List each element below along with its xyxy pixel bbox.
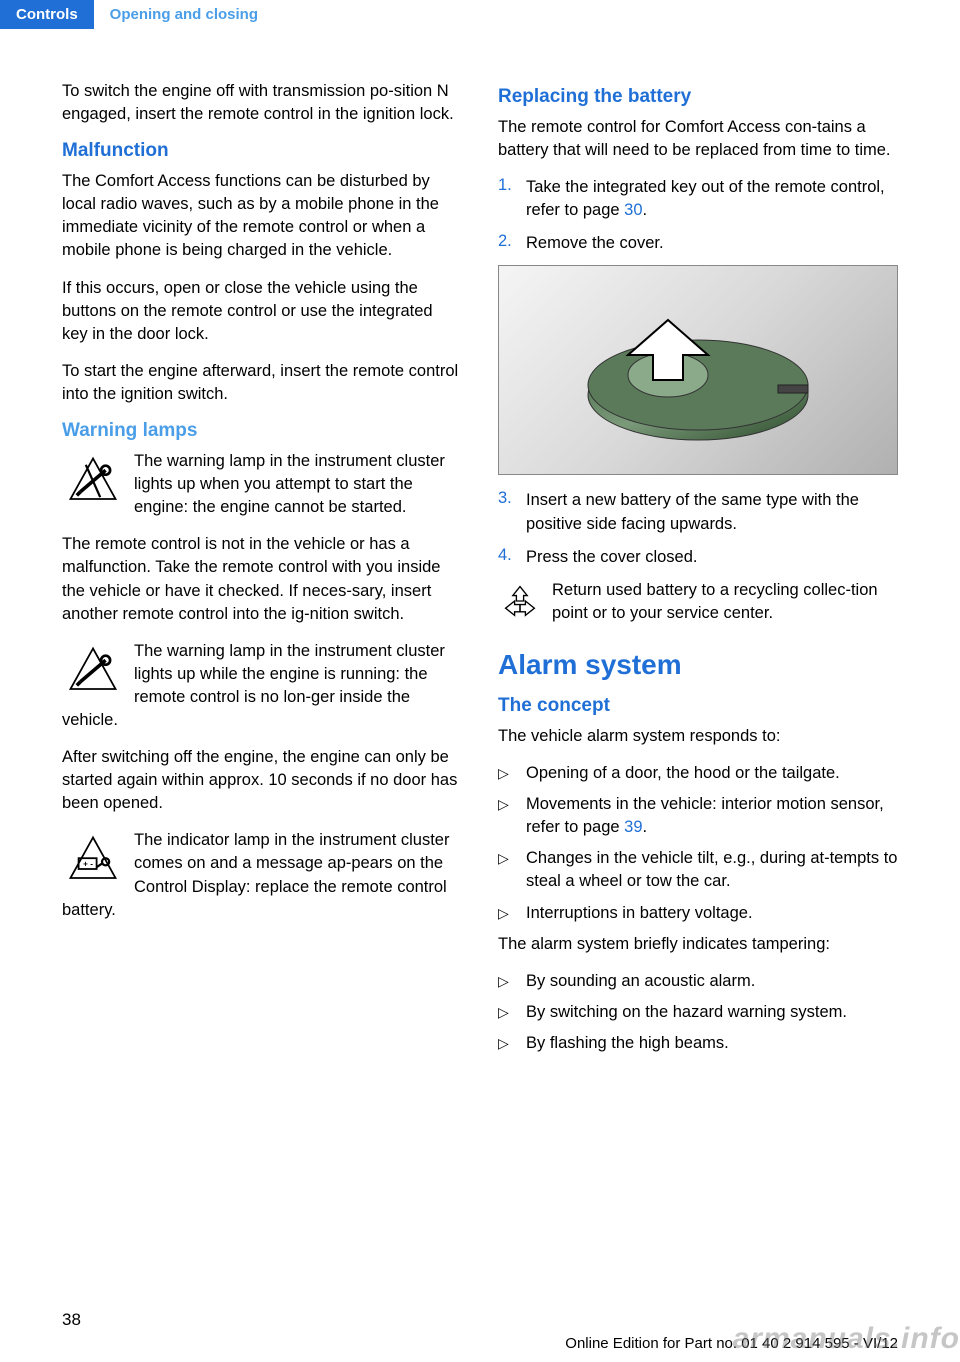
step-1-num: 1. — [498, 176, 526, 222]
malfunction-p1: The Comfort Access functions can be dist… — [62, 170, 462, 262]
svg-text:+: + — [83, 860, 88, 869]
remote-battery-figure — [498, 265, 898, 475]
tamper-item-1: ▷ By sounding an acoustic alarm. — [498, 970, 898, 993]
page-ref-30[interactable]: 30 — [624, 201, 642, 219]
step-4-num: 4. — [498, 546, 526, 569]
step-4: 4. Press the cover closed. — [498, 546, 898, 569]
bullet-marker: ▷ — [498, 762, 526, 785]
tab-controls: Controls — [0, 0, 94, 29]
respond-item-2: ▷ Movements in the vehicle: interior mot… — [498, 793, 898, 839]
heading-replacing-battery: Replacing the battery — [498, 86, 898, 108]
step-2-num: 2. — [498, 232, 526, 255]
respond-text-1: Opening of a door, the hood or the tailg… — [526, 762, 840, 785]
svg-text:-: - — [90, 860, 93, 869]
battery-key-icon: + - — [62, 829, 124, 891]
bullet-marker: ▷ — [498, 1001, 526, 1024]
step-3: 3. Insert a new battery of the same type… — [498, 489, 898, 535]
page-ref-39[interactable]: 39 — [624, 818, 642, 836]
tamper-text-1: By sounding an acoustic alarm. — [526, 970, 755, 993]
warning-p4: After switching off the engine, the engi… — [62, 746, 462, 815]
warning-block-3: + - The indicator lamp in the instrument… — [62, 829, 462, 921]
malfunction-p2: If this occurs, open or close the vehicl… — [62, 277, 462, 346]
header-tabs: Controls Opening and closing — [0, 0, 960, 40]
recycle-text: Return used battery to a recycling colle… — [552, 581, 878, 622]
step-3-text: Insert a new battery of the same type wi… — [526, 489, 898, 535]
respond-text-3: Changes in the vehicle tilt, e.g., durin… — [526, 847, 898, 893]
recycle-icon — [498, 579, 542, 623]
tamper-item-3: ▷ By flashing the high beams. — [498, 1032, 898, 1055]
page-content: To switch the engine off with transmissi… — [62, 80, 898, 1292]
step-1: 1. Take the integrated key out of the re… — [498, 176, 898, 222]
tamper-text-2: By switching on the hazard warning syste… — [526, 1001, 847, 1024]
bullet-marker: ▷ — [498, 902, 526, 925]
key-warning-icon — [62, 450, 124, 512]
watermark-text: armanuals.info — [733, 1322, 960, 1356]
tamper-p: The alarm system briefly indicates tampe… — [498, 933, 898, 956]
intro-text: To switch the engine off with transmissi… — [62, 80, 462, 126]
page-number: 38 — [62, 1310, 81, 1330]
heading-concept: The concept — [498, 695, 898, 717]
bullet-marker: ▷ — [498, 970, 526, 993]
step-4-text: Press the cover closed. — [526, 546, 698, 569]
warning-p1: The warning lamp in the instrument clust… — [134, 452, 445, 516]
step-1-text: Take the integrated key out of the remot… — [526, 176, 898, 222]
key-running-icon — [62, 640, 124, 702]
heading-alarm-system: Alarm system — [498, 649, 898, 681]
step-3-num: 3. — [498, 489, 526, 535]
warning-block-2: The warning lamp in the instrument clust… — [62, 640, 462, 732]
warning-block-1: The warning lamp in the instrument clust… — [62, 450, 462, 519]
concept-p: The vehicle alarm system responds to: — [498, 725, 898, 748]
tamper-text-3: By flashing the high beams. — [526, 1032, 729, 1055]
heading-malfunction: Malfunction — [62, 140, 462, 162]
tamper-item-2: ▷ By switching on the hazard warning sys… — [498, 1001, 898, 1024]
respond-item-4: ▷ Interruptions in battery voltage. — [498, 902, 898, 925]
heading-warning-lamps: Warning lamps — [62, 420, 462, 442]
step-2: 2. Remove the cover. — [498, 232, 898, 255]
step-2-text: Remove the cover. — [526, 232, 664, 255]
respond-text-4: Interruptions in battery voltage. — [526, 902, 753, 925]
bullet-marker: ▷ — [498, 1032, 526, 1055]
malfunction-p3: To start the engine afterward, insert th… — [62, 360, 462, 406]
respond-item-3: ▷ Changes in the vehicle tilt, e.g., dur… — [498, 847, 898, 893]
respond-item-1: ▷ Opening of a door, the hood or the tai… — [498, 762, 898, 785]
tab-opening-closing: Opening and closing — [94, 0, 274, 29]
respond-text-2: Movements in the vehicle: interior motio… — [526, 793, 898, 839]
recycle-block: Return used battery to a recycling colle… — [498, 579, 898, 625]
bullet-marker: ▷ — [498, 793, 526, 839]
warning-p2: The remote control is not in the vehicle… — [62, 533, 462, 625]
replace-p1: The remote control for Comfort Access co… — [498, 116, 898, 162]
bullet-marker: ▷ — [498, 847, 526, 893]
